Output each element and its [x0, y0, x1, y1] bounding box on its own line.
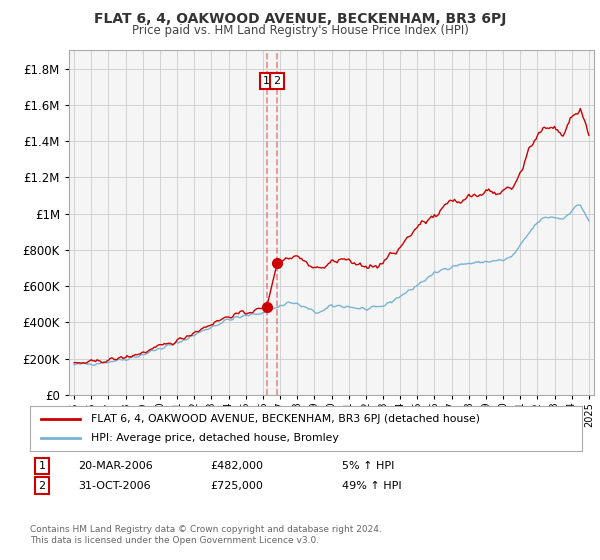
Text: £482,000: £482,000	[210, 461, 263, 471]
Text: 20-MAR-2006: 20-MAR-2006	[78, 461, 153, 471]
Text: Contains HM Land Registry data © Crown copyright and database right 2024.
This d: Contains HM Land Registry data © Crown c…	[30, 525, 382, 545]
Text: Price paid vs. HM Land Registry's House Price Index (HPI): Price paid vs. HM Land Registry's House …	[131, 24, 469, 36]
Text: 1: 1	[263, 76, 270, 86]
Text: FLAT 6, 4, OAKWOOD AVENUE, BECKENHAM, BR3 6PJ (detached house): FLAT 6, 4, OAKWOOD AVENUE, BECKENHAM, BR…	[91, 413, 480, 423]
Text: 49% ↑ HPI: 49% ↑ HPI	[342, 480, 401, 491]
Text: 31-OCT-2006: 31-OCT-2006	[78, 480, 151, 491]
Text: HPI: Average price, detached house, Bromley: HPI: Average price, detached house, Brom…	[91, 433, 338, 444]
Text: 2: 2	[38, 480, 46, 491]
Text: 5% ↑ HPI: 5% ↑ HPI	[342, 461, 394, 471]
Text: 1: 1	[38, 461, 46, 471]
Text: £725,000: £725,000	[210, 480, 263, 491]
Text: FLAT 6, 4, OAKWOOD AVENUE, BECKENHAM, BR3 6PJ: FLAT 6, 4, OAKWOOD AVENUE, BECKENHAM, BR…	[94, 12, 506, 26]
Text: 2: 2	[274, 76, 281, 86]
